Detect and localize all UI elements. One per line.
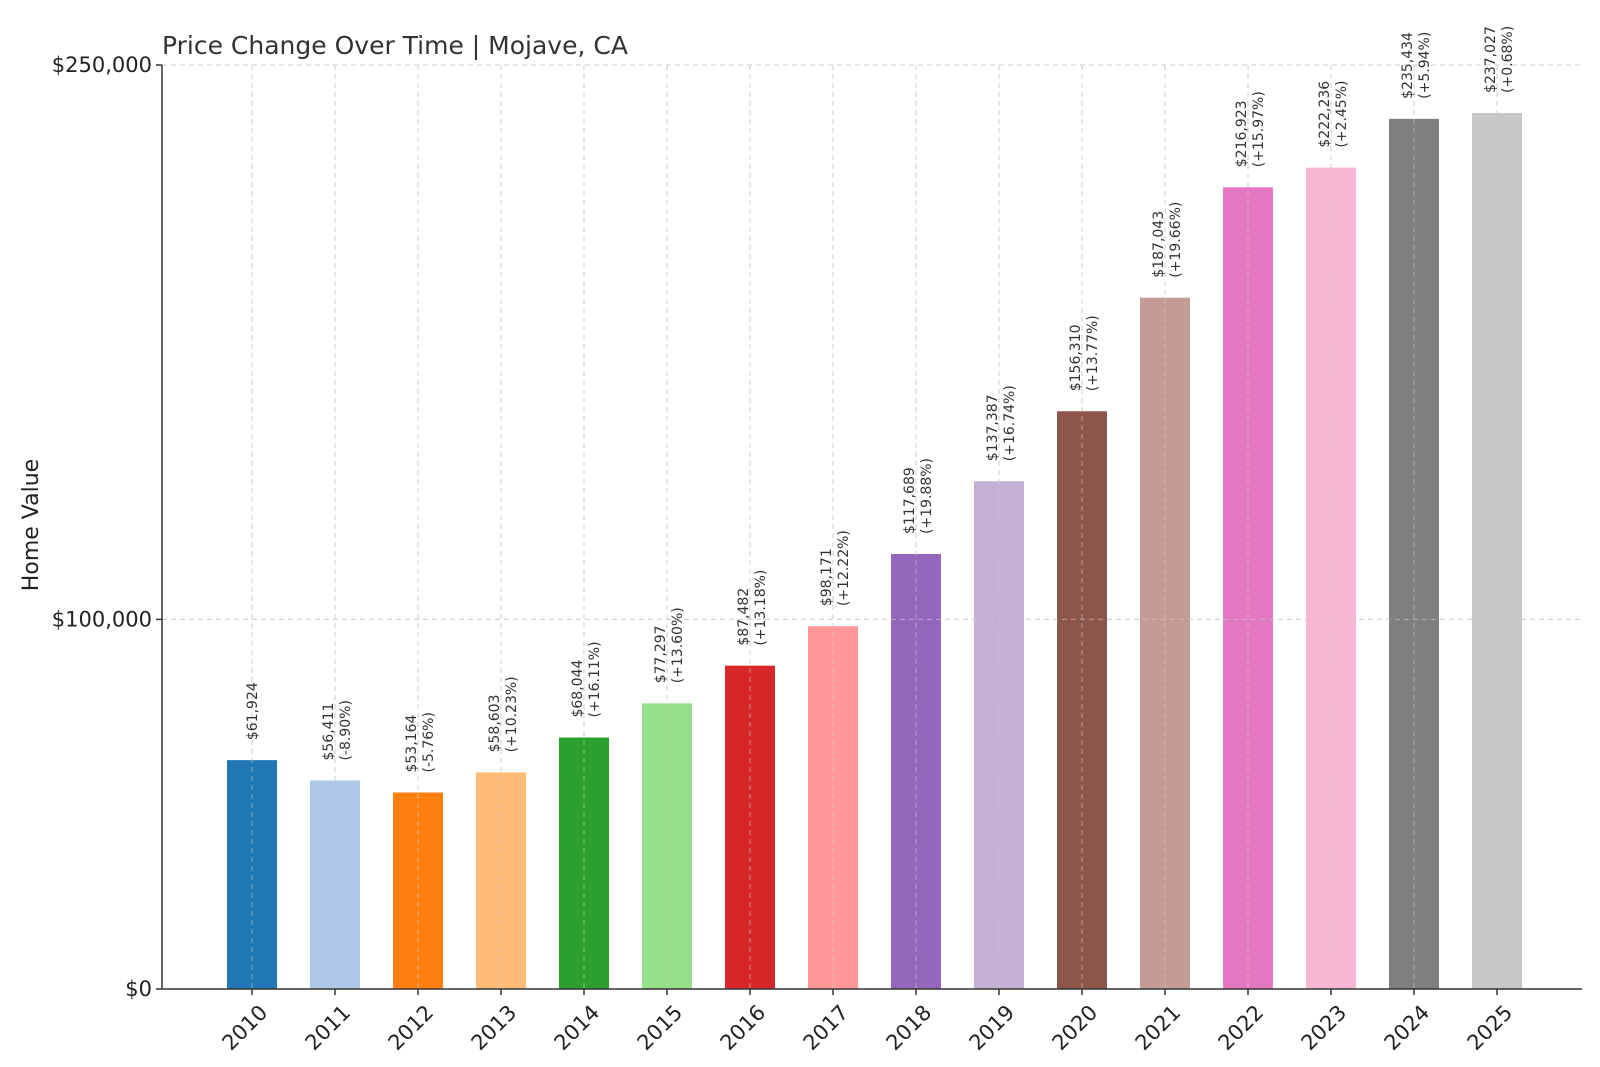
y-tick-label: $100,000 bbox=[52, 607, 152, 631]
x-tick-label-2019: 2019 bbox=[965, 1000, 1020, 1055]
change-label-2015: (+13.60%) bbox=[670, 607, 686, 683]
change-label-2023: (+2.45%) bbox=[1334, 80, 1350, 147]
bar-2013 bbox=[476, 772, 526, 989]
change-label-2021: (+19.66%) bbox=[1168, 202, 1184, 278]
chart-title: Price Change Over Time | Mojave, CA bbox=[162, 31, 628, 60]
value-label-2016: $87,482 bbox=[736, 588, 752, 646]
value-label-2014: $68,044 bbox=[570, 660, 586, 718]
x-tick-label-2018: 2018 bbox=[882, 1000, 937, 1055]
change-label-2016: (+13.18%) bbox=[753, 570, 769, 646]
x-tick-label-2013: 2013 bbox=[467, 1000, 522, 1055]
x-tick-label-2022: 2022 bbox=[1214, 1000, 1269, 1055]
x-tick-label-2016: 2016 bbox=[716, 1000, 771, 1055]
x-tick-label-2012: 2012 bbox=[384, 1000, 439, 1055]
x-tick-label-2024: 2024 bbox=[1380, 1000, 1435, 1055]
change-label-2019: (+16.74%) bbox=[1002, 385, 1018, 461]
grid-layer bbox=[162, 64, 1582, 989]
value-label-2013: $58,603 bbox=[487, 694, 503, 752]
value-label-2017: $98,171 bbox=[819, 548, 835, 606]
y-tick-label: $0 bbox=[125, 977, 152, 1001]
x-tick-label-2011: 2011 bbox=[301, 1000, 356, 1055]
data-labels-layer: $61,924 $56,411 (-8.90%) $53,164 (-5.76%) $58… bbox=[245, 26, 1516, 773]
x-tick-label-2020: 2020 bbox=[1048, 1000, 1103, 1055]
x-tick-label-2023: 2023 bbox=[1297, 1000, 1352, 1055]
change-label-2020: (+13.77%) bbox=[1085, 315, 1101, 391]
x-tick-label-2017: 2017 bbox=[799, 1000, 854, 1055]
x-tick-label-2025: 2025 bbox=[1463, 1000, 1518, 1055]
change-label-2017: (+12.22%) bbox=[836, 530, 852, 606]
value-label-2024: $235,434 bbox=[1400, 32, 1416, 99]
value-label-2018: $117,689 bbox=[902, 467, 918, 534]
y-axis-label: Home Value bbox=[19, 459, 44, 591]
value-label-2021: $187,043 bbox=[1151, 211, 1167, 278]
change-label-2012: (-5.76%) bbox=[421, 712, 437, 772]
change-label-2024: (+5.94%) bbox=[1417, 32, 1433, 99]
x-tick-label-2010: 2010 bbox=[218, 1000, 273, 1055]
change-label-2014: (+16.11%) bbox=[587, 641, 603, 717]
value-label-2012: $53,164 bbox=[404, 715, 420, 773]
value-label-2022: $216,923 bbox=[1234, 100, 1250, 167]
change-label-2025: (+0.68%) bbox=[1500, 26, 1516, 93]
change-label-2013: (+10.23%) bbox=[504, 676, 520, 752]
value-label-2011: $56,411 bbox=[321, 703, 337, 761]
x-tick-label-2015: 2015 bbox=[633, 1000, 688, 1055]
y-tick-label: $250,000 bbox=[52, 53, 152, 77]
x-tick-label-2021: 2021 bbox=[1131, 1000, 1186, 1055]
value-label-2025: $237,027 bbox=[1483, 26, 1499, 93]
change-label-2022: (+15.97%) bbox=[1251, 91, 1267, 167]
value-label-2010: $61,924 bbox=[245, 682, 261, 740]
bar-2015 bbox=[642, 703, 692, 989]
change-label-2011: (-8.90%) bbox=[338, 700, 354, 760]
change-label-2018: (+19.88%) bbox=[919, 458, 935, 534]
value-label-2020: $156,310 bbox=[1068, 324, 1084, 391]
value-label-2015: $77,297 bbox=[653, 625, 669, 683]
x-tick-label-2014: 2014 bbox=[550, 1000, 605, 1055]
bar-2016 bbox=[725, 665, 775, 989]
value-label-2019: $137,387 bbox=[985, 394, 1001, 461]
value-label-2023: $222,236 bbox=[1317, 81, 1333, 148]
bars-layer bbox=[162, 65, 1582, 990]
